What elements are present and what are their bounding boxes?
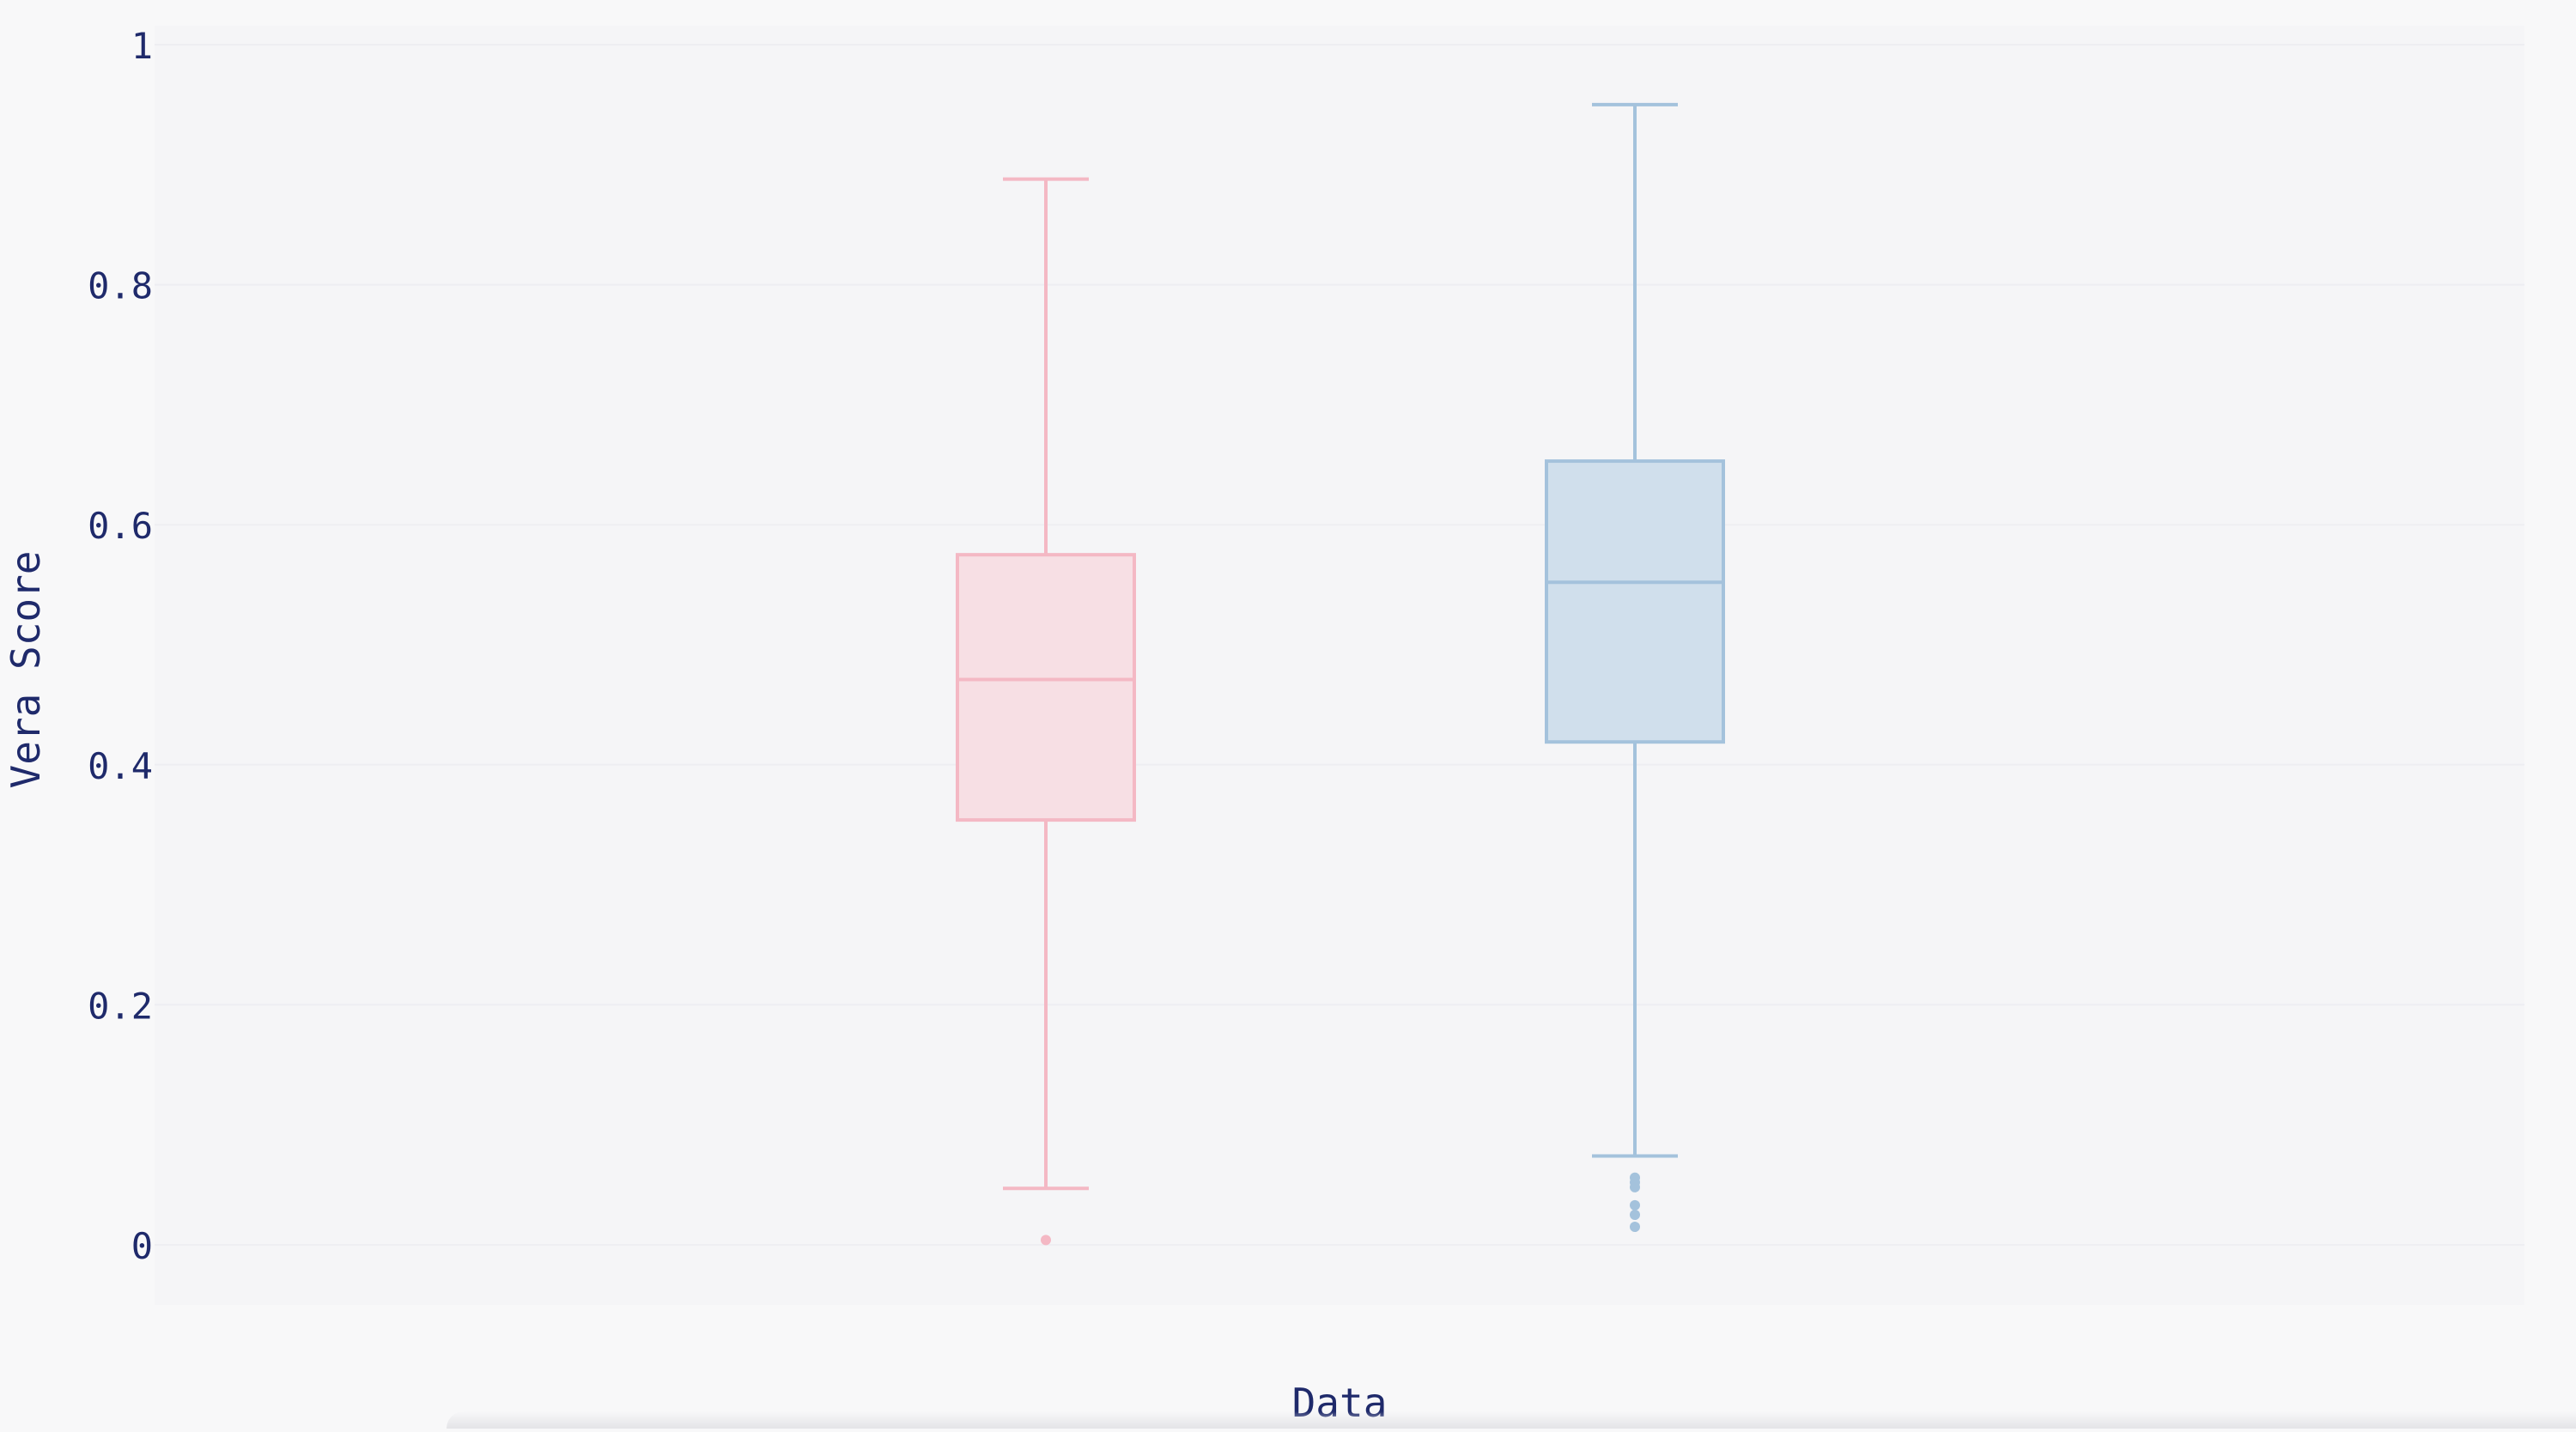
box-1 <box>956 177 1136 1246</box>
bottom-shadow <box>447 1411 2576 1429</box>
outlier-point <box>1630 1222 1640 1233</box>
y-tick-label: 0 <box>131 1225 153 1267</box>
y-axis-ticks: 0 0.2 0.4 0.6 0.8 1 <box>88 25 153 1267</box>
y-tick-label: 1 <box>131 25 153 67</box>
y-tick-label: 0.2 <box>88 985 153 1027</box>
outlier-point <box>1630 1181 1640 1192</box>
y-tick-label: 0.8 <box>88 265 153 307</box>
outlier-point <box>1630 1199 1640 1211</box>
box-2 <box>1545 102 1725 1233</box>
outlier-point <box>1041 1235 1051 1246</box>
box-series <box>956 102 1725 1246</box>
grid-lines <box>155 44 2524 1246</box>
plot-area <box>155 26 2524 1305</box>
y-axis-label: Vera Score <box>3 551 49 789</box>
outlier-point <box>1630 1210 1640 1221</box>
y-tick-label: 0.4 <box>88 745 153 787</box>
interquartile-box <box>1545 459 1725 744</box>
interquartile-box <box>956 553 1136 822</box>
y-tick-label: 0.6 <box>88 505 153 547</box>
